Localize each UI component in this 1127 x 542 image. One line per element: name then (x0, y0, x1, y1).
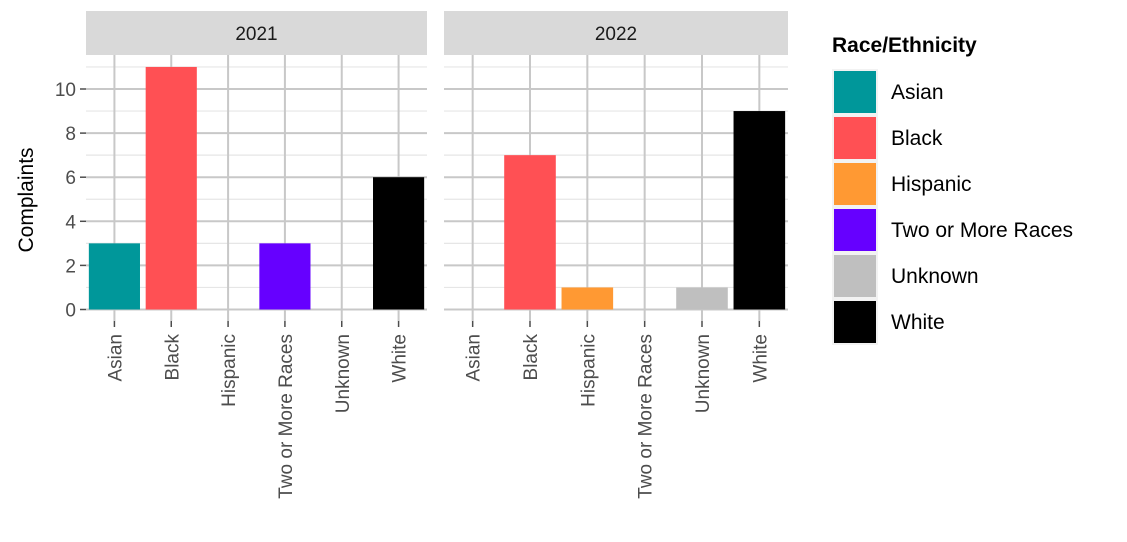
x-tick-label: Asian (464, 334, 485, 382)
bar-two-or-more-races (259, 243, 311, 310)
x-tick-label: Unknown (693, 334, 714, 413)
bar-asian (88, 243, 140, 310)
facet-panel-2022: 2022 Asian Black Hispanic Two or More Races U… (444, 11, 788, 499)
bar-black (504, 155, 556, 310)
x-tick-label: White (390, 334, 411, 383)
facet-strip (444, 11, 788, 55)
legend-label: Black (891, 127, 943, 150)
legend-item-asian: Asian (832, 69, 944, 115)
y-tick-label: 10 (55, 80, 76, 101)
legend-item-hispanic: Hispanic (832, 161, 972, 207)
x-tick-label: Asian (105, 334, 126, 382)
facet-label: 2021 (235, 24, 277, 45)
legend-item-unknown: Unknown (832, 253, 979, 299)
facet-panel-2021: 2021 Asian Black Hispanic Two or More Races U… (55, 11, 427, 499)
legend-label: White (891, 311, 945, 334)
legend-swatch (834, 117, 876, 159)
legend-label: Two or More Races (891, 219, 1073, 242)
y-tick-label: 4 (65, 212, 76, 233)
y-tick-label: 0 (65, 301, 76, 322)
legend-label: Unknown (891, 265, 979, 288)
legend-label: Asian (891, 81, 944, 104)
legend-item-white: White (832, 299, 945, 345)
legend-label: Hispanic (891, 173, 972, 196)
y-tick-label: 6 (65, 168, 76, 189)
x-tick-label: Black (521, 334, 542, 381)
y-axis-title: Complaints (15, 147, 38, 252)
x-tick-label: Hispanic (219, 334, 240, 407)
x-tick-label: Two or More Races (276, 334, 297, 499)
bar-hispanic (561, 287, 614, 310)
facet-strip (86, 11, 427, 55)
legend-title: Race/Ethnicity (832, 34, 977, 57)
legend-swatch (834, 71, 876, 113)
x-tick-label: Hispanic (578, 334, 599, 407)
x-tick-label: White (750, 334, 771, 383)
legend-swatch (834, 255, 876, 297)
y-tick-label: 2 (65, 256, 76, 277)
legend-item-black: Black (832, 115, 943, 161)
facet-label: 2022 (595, 24, 637, 45)
legend-swatch (834, 301, 876, 343)
legend-swatch (834, 209, 876, 251)
legend: Race/Ethnicity Asian Black Hispanic Two or … (832, 34, 1073, 345)
legend-item-two-or-more-races: Two or More Races (832, 207, 1073, 253)
bar-white (733, 111, 786, 310)
bar-white (373, 177, 425, 310)
bar-black (145, 66, 197, 310)
legend-swatch (834, 163, 876, 205)
bar-unknown (676, 287, 728, 310)
y-tick-label: 8 (65, 124, 76, 145)
x-tick-label: Black (162, 334, 183, 381)
x-tick-label: Two or More Races (636, 334, 657, 499)
x-tick-label: Unknown (333, 334, 354, 413)
